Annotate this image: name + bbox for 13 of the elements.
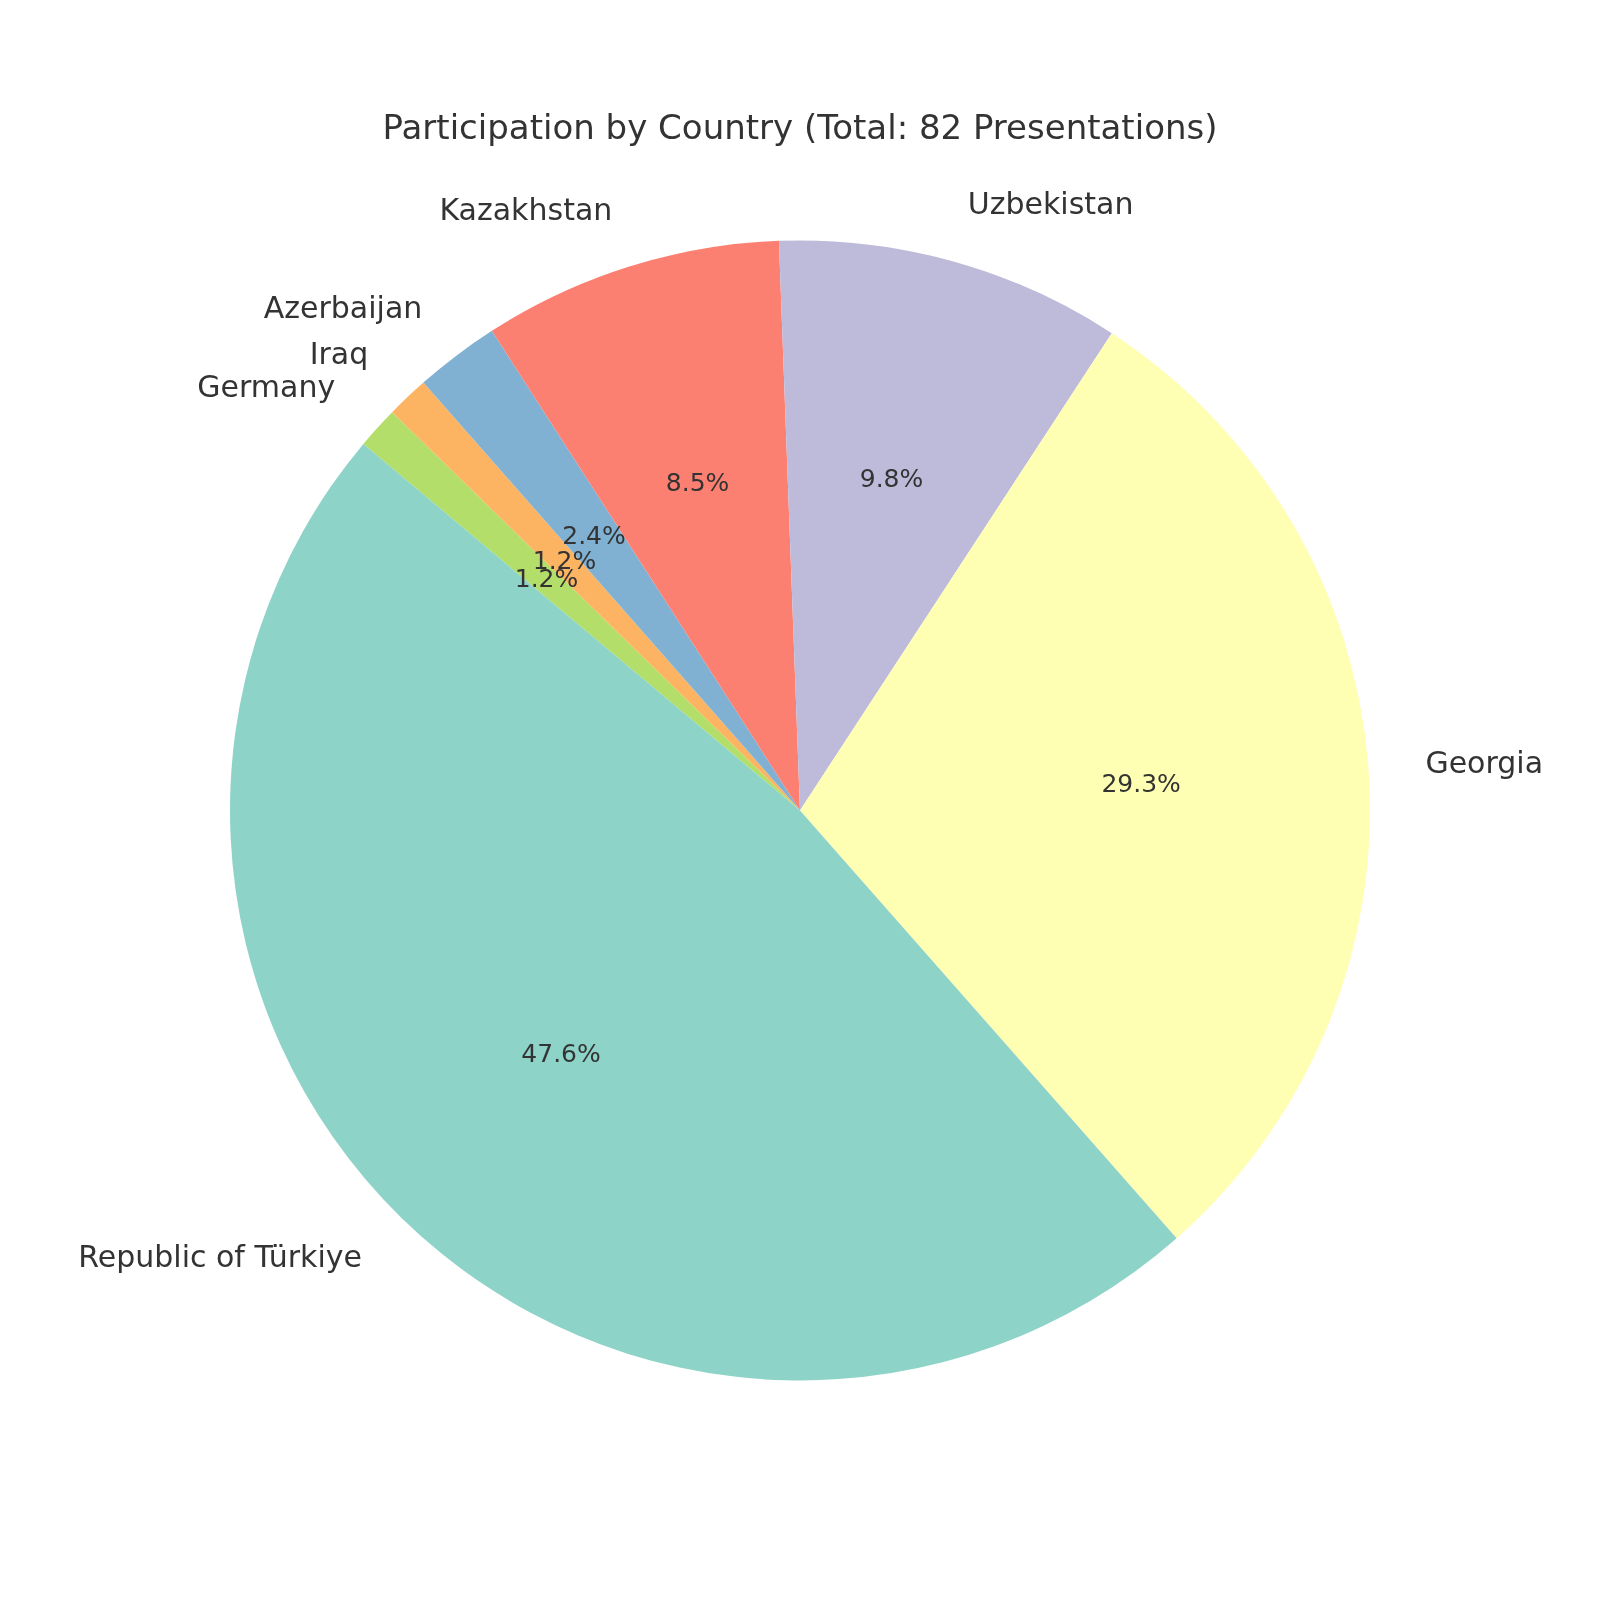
slice-label: Kazakhstan <box>439 191 613 227</box>
slice-label: Germany <box>197 369 336 405</box>
chart-title: Participation by Country (Total: 82 Presentations) <box>382 107 1218 148</box>
data-label: 29.3% <box>1101 769 1181 799</box>
slice-label: Uzbekistan <box>967 186 1134 222</box>
data-label: 47.6% <box>521 1038 601 1068</box>
slice-label: Georgia <box>1425 745 1544 781</box>
slice-label: Azerbaijan <box>263 289 423 325</box>
slice-label: Iraq <box>309 335 369 371</box>
data-label: 2.4% <box>562 520 626 550</box>
data-label: 8.5% <box>665 467 730 497</box>
data-label: 9.8% <box>859 464 924 494</box>
slice-label: Republic of Türkiye <box>78 1238 362 1274</box>
